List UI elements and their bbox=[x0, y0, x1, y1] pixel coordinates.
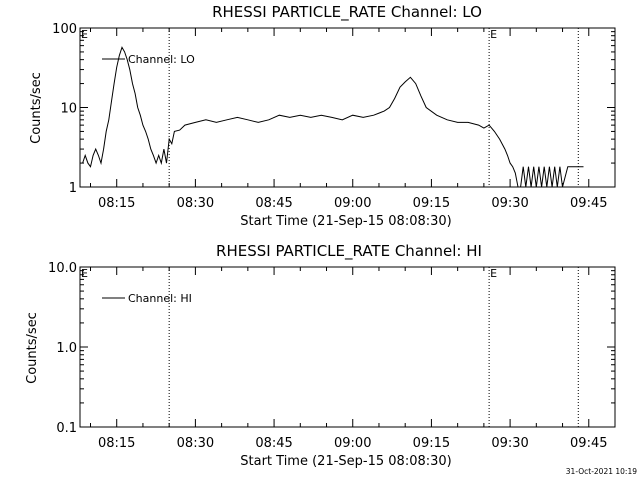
hi-y-tick-label: 0.1 bbox=[56, 421, 77, 436]
hi-x-tick-label: 09:45 bbox=[570, 436, 607, 451]
lo-marker-lines bbox=[168, 28, 579, 187]
lo-legend-label: Channel: LO bbox=[128, 53, 195, 66]
lo-y-tick-label: 100 bbox=[52, 22, 77, 37]
lo-y-axis: 1 10 100 bbox=[52, 22, 615, 196]
hi-x-tick-label: 08:15 bbox=[98, 436, 135, 451]
hi-x-tick-label: 09:30 bbox=[491, 436, 528, 451]
lo-series-line bbox=[82, 46, 584, 188]
hi-chart: RHESSI PARTICLE_RATE Channel: HI 08:15 08… bbox=[25, 242, 616, 469]
hi-plot-frame bbox=[79, 266, 616, 428]
lo-x-tick-label: 09:15 bbox=[413, 196, 450, 211]
lo-x-tick-label: 09:00 bbox=[334, 196, 371, 211]
hi-y-tick-label: 10.0 bbox=[48, 261, 77, 276]
hi-x-axis-label: Start Time (21-Sep-15 08:08:30) bbox=[240, 454, 451, 469]
hi-e-marker: E bbox=[490, 267, 497, 280]
hi-x-tick-label: 09:00 bbox=[334, 436, 371, 451]
hi-y-tick-label: 1.0 bbox=[56, 341, 77, 356]
lo-x-axis: 08:15 08:30 08:45 09:00 09:15 09:30 09:45 bbox=[89, 28, 616, 211]
lo-e-marker: E bbox=[81, 28, 88, 41]
lo-x-tick-label: 08:45 bbox=[255, 196, 292, 211]
lo-x-tick-label: 08:30 bbox=[177, 196, 214, 211]
lo-plot-frame bbox=[79, 27, 616, 188]
lo-y-axis-label: Counts/sec bbox=[29, 72, 44, 144]
lo-x-axis-label: Start Time (21-Sep-15 08:08:30) bbox=[240, 214, 451, 229]
hi-x-tick-label: 09:15 bbox=[413, 436, 450, 451]
footer-timestamp: 31-Oct-2021 10:19 bbox=[566, 467, 637, 476]
hi-chart-title: RHESSI PARTICLE_RATE Channel: HI bbox=[216, 242, 482, 261]
lo-x-tick-label: 09:30 bbox=[491, 196, 528, 211]
lo-e-marker: E bbox=[490, 28, 497, 41]
lo-x-tick-label: 08:15 bbox=[98, 196, 135, 211]
lo-x-tick-label: 09:45 bbox=[570, 196, 607, 211]
hi-e-marker: E bbox=[81, 267, 88, 280]
hi-y-axis-label: Counts/sec bbox=[25, 312, 40, 384]
hi-marker-lines bbox=[168, 267, 579, 427]
lo-chart-title: RHESSI PARTICLE_RATE Channel: LO bbox=[212, 3, 482, 22]
lo-y-tick-label: 1 bbox=[69, 181, 77, 196]
hi-x-axis: 08:15 08:30 08:45 09:00 09:15 09:30 09:45 bbox=[89, 267, 616, 451]
lo-chart: RHESSI PARTICLE_RATE Channel: LO 08:15 08… bbox=[29, 3, 616, 229]
lo-y-tick-label: 10 bbox=[60, 102, 77, 117]
hi-x-tick-label: 08:45 bbox=[255, 436, 292, 451]
hi-legend-label: Channel: HI bbox=[128, 292, 192, 305]
hi-y-axis: 0.1 1.0 10.0 bbox=[48, 261, 615, 436]
hi-x-tick-label: 08:30 bbox=[177, 436, 214, 451]
